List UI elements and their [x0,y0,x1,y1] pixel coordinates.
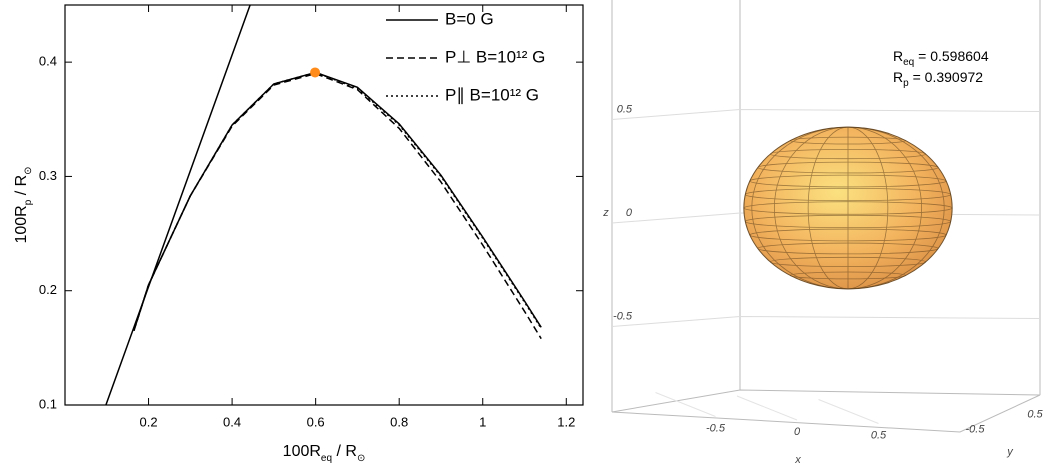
legend-label: P∥ B=10¹² G [445,85,539,104]
y-tick-label: 0.1 [39,396,57,411]
y-axis-label: y [1006,446,1014,458]
grid-line [736,395,798,421]
x-axis-label: x [794,454,801,466]
grid-line [655,392,716,417]
annotation-value: 0.598604 [930,48,989,64]
annotation: Rp = 0.390972 [893,69,983,89]
label-part: 100R [283,443,321,460]
annotation-symbol: R [893,69,903,85]
annotation-subscript: p [903,78,909,89]
grid-line [611,108,1041,120]
series-line [133,71,542,331]
label-part: / R [332,443,357,460]
x-tick-label: 1.2 [557,414,575,429]
z-tick-label: 0.5 [617,103,633,115]
label-part: / R [13,175,30,200]
annotation-sep: = [914,48,930,64]
subscript: ⊙ [23,166,34,174]
mesh [743,126,953,290]
legend-label: B=0 G [445,9,494,28]
y-tick-label: 0.2 [39,282,57,297]
x-tick-label: 0.6 [307,414,325,429]
annotation: Req = 0.598604 [893,48,989,68]
x-tick-label: 0 [794,426,801,438]
x-tick-label: 1 [479,414,486,429]
z-axis-label: z [602,207,609,219]
z-tick-label: 0 [626,207,633,219]
y-tick-label: -0.5 [966,423,986,435]
series-line [105,4,251,406]
x-tick-label: 0.8 [390,414,408,429]
x-tick-label: -0.5 [706,422,726,434]
y-tick-label: 0.5 [1027,408,1043,420]
y-axis-label: 100Rp / R⊙ [13,166,33,243]
z-tick-label: -0.5 [613,310,633,322]
x-tick-label: 0.2 [140,414,158,429]
plot-frame [64,4,584,406]
subscript: p [23,199,34,205]
x-tick-label: 0.5 [871,429,887,441]
x-axis-label: 100Req / R⊙ [283,443,366,463]
subscript: ⊙ [357,453,365,464]
highlight-point [310,67,321,78]
legend-label: P⊥ B=10¹² G [445,47,545,66]
annotation-subscript: eq [903,57,914,68]
grid-line [611,315,1041,327]
label-part: 100R [13,205,30,243]
series-line [133,72,542,340]
y-tick-label: 0.4 [39,54,57,69]
y-tick-label: 0.3 [39,168,57,183]
x-tick-label: 0.4 [223,414,241,429]
annotation-sep: = [909,69,925,85]
annotation-value: 0.390972 [925,69,984,85]
annotation-symbol: R [893,48,903,64]
grid-line [818,399,879,424]
box-frame [611,0,1041,433]
series-line [133,71,542,331]
subscript: eq [321,453,332,464]
